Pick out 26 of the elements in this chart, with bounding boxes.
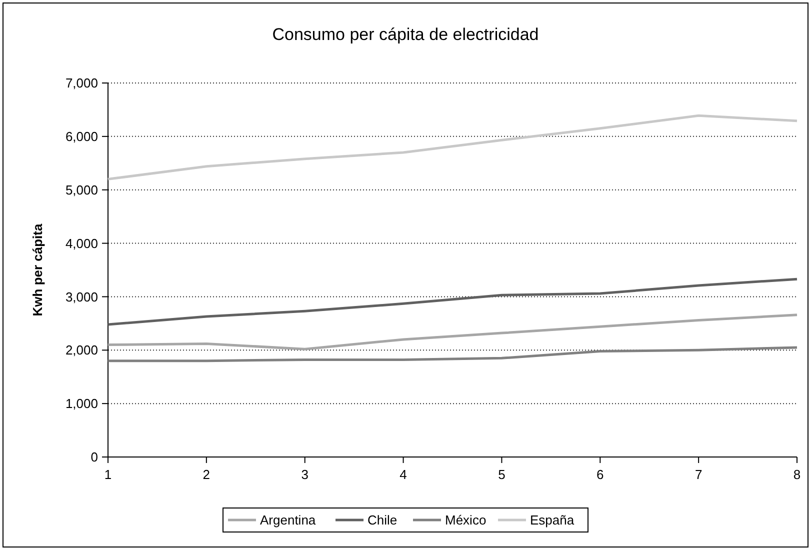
y-tick-label: 6,000 xyxy=(65,128,98,144)
y-tick-label: 2,000 xyxy=(65,342,98,358)
x-tick-label: 3 xyxy=(301,467,308,482)
x-tick-label: 8 xyxy=(793,467,801,482)
y-tick-label: 7,000 xyxy=(65,76,98,91)
legend-label: Argentina xyxy=(260,512,316,528)
line-series xyxy=(106,278,798,326)
y-tick-label: 1,000 xyxy=(65,396,98,412)
y-axis-title: Kwh per cápita xyxy=(30,223,45,316)
x-tick-label: 4 xyxy=(400,467,407,482)
line-series xyxy=(106,114,798,180)
x-tick-label: 6 xyxy=(596,467,604,482)
legend-label: México xyxy=(445,512,486,528)
y-tick-label: 4,000 xyxy=(65,236,98,251)
x-tick-label: 2 xyxy=(202,467,210,482)
y-tick-label: 5,000 xyxy=(65,182,98,198)
legend-label: Chile xyxy=(368,512,398,528)
line-series xyxy=(106,346,798,362)
y-tick-label: 0 xyxy=(90,450,98,465)
y-tick-label: 3,000 xyxy=(65,289,98,304)
legend-label: España xyxy=(530,512,575,528)
line-series xyxy=(106,314,798,350)
x-tick-label: 5 xyxy=(498,467,506,482)
chart-title: Consumo per cápita de electricidad xyxy=(272,25,539,44)
x-tick-label: 1 xyxy=(104,467,112,482)
x-tick-label: 7 xyxy=(694,467,702,482)
